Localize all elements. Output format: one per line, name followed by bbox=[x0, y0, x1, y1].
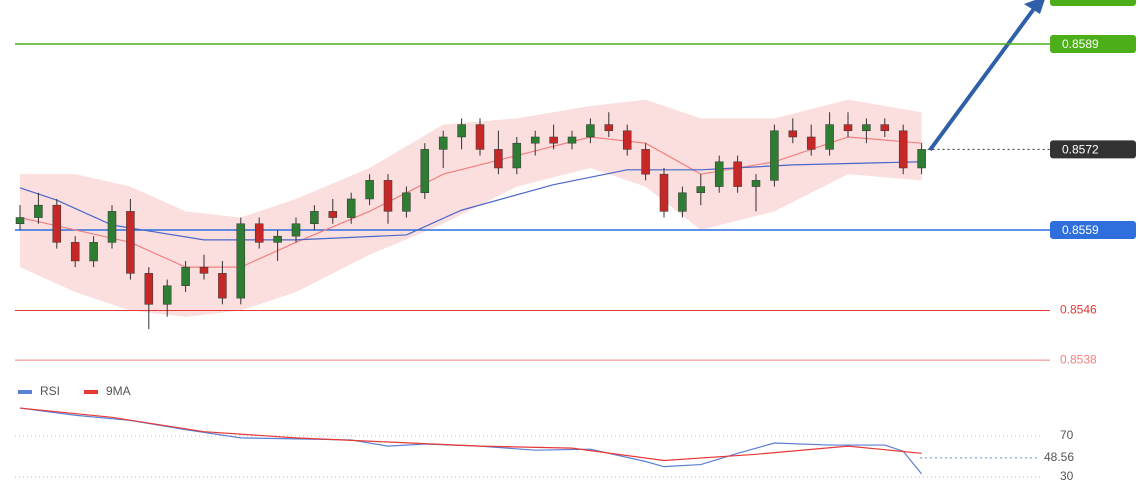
candle-body bbox=[604, 124, 614, 132]
target-tag bbox=[1050, 0, 1136, 6]
candle-body bbox=[162, 285, 172, 305]
candle-body bbox=[402, 192, 411, 212]
level-label: 0.8546 bbox=[1060, 303, 1097, 317]
candle-body bbox=[34, 204, 43, 218]
level-label: 0.8538 bbox=[1060, 352, 1097, 366]
legend-label: RSI bbox=[40, 384, 60, 398]
candle-body bbox=[659, 173, 669, 212]
candle-body bbox=[420, 149, 430, 194]
y-tick-label: 30 bbox=[1060, 469, 1074, 483]
candle-body bbox=[862, 124, 871, 132]
indicator-line bbox=[19, 407, 923, 475]
candle-body bbox=[438, 136, 448, 150]
trend-arrow bbox=[928, 4, 1038, 152]
candle-body bbox=[383, 180, 393, 212]
candle-body bbox=[917, 149, 926, 169]
level-tag bbox=[1050, 35, 1136, 54]
legend-swatch bbox=[84, 390, 98, 394]
candle-body bbox=[144, 273, 154, 305]
level-tag bbox=[1050, 140, 1136, 159]
candle-body bbox=[806, 136, 816, 150]
candle-body bbox=[365, 180, 374, 200]
candle-body bbox=[586, 124, 595, 138]
moving-average bbox=[19, 136, 922, 268]
candle-body bbox=[310, 211, 319, 225]
candle-body bbox=[236, 223, 246, 299]
candle-body bbox=[475, 124, 485, 150]
arrow-head bbox=[1024, 0, 1045, 14]
level-label: 0.8559 bbox=[1062, 223, 1099, 237]
candle-body bbox=[181, 266, 190, 286]
candle-body bbox=[89, 242, 98, 262]
level-tag bbox=[1050, 220, 1136, 239]
candle-body bbox=[880, 124, 890, 132]
candle-body bbox=[291, 223, 301, 237]
legend-swatch bbox=[18, 390, 32, 394]
candle-body bbox=[126, 211, 135, 274]
candle-body bbox=[52, 204, 62, 243]
candle-body bbox=[494, 149, 503, 169]
candle-body bbox=[107, 211, 117, 243]
candle-body bbox=[328, 211, 338, 218]
candle-body bbox=[751, 180, 761, 187]
candle-body bbox=[512, 142, 522, 169]
candle-body bbox=[825, 124, 834, 150]
candle-body bbox=[346, 198, 356, 218]
candle-body bbox=[70, 242, 80, 262]
candle-body bbox=[641, 149, 650, 175]
candle-body bbox=[530, 136, 540, 144]
level-label: 0.8572 bbox=[1062, 143, 1099, 157]
candle-body bbox=[549, 136, 558, 144]
candle-body bbox=[898, 130, 908, 169]
legend-label: 9MA bbox=[106, 384, 131, 398]
candle-body bbox=[678, 192, 687, 212]
candle-body bbox=[15, 217, 25, 225]
candle-body bbox=[770, 130, 779, 181]
candle-body bbox=[457, 124, 466, 138]
level-label: 0.8589 bbox=[1062, 37, 1099, 51]
candle-body bbox=[714, 161, 724, 187]
last-value-label: 48.56 bbox=[1044, 450, 1074, 464]
candle-body bbox=[622, 130, 632, 150]
candle-body bbox=[254, 223, 264, 243]
candle-body bbox=[696, 186, 706, 194]
y-tick-label: 70 bbox=[1060, 428, 1074, 442]
candle-body bbox=[199, 266, 209, 274]
candle-body bbox=[218, 273, 227, 299]
candle-body bbox=[843, 124, 853, 132]
candle-body bbox=[273, 235, 282, 243]
candle-body bbox=[567, 136, 577, 144]
bollinger-band bbox=[20, 99, 922, 317]
indicator-line bbox=[19, 407, 922, 462]
candle-body bbox=[788, 130, 798, 138]
candle-body bbox=[733, 161, 742, 187]
